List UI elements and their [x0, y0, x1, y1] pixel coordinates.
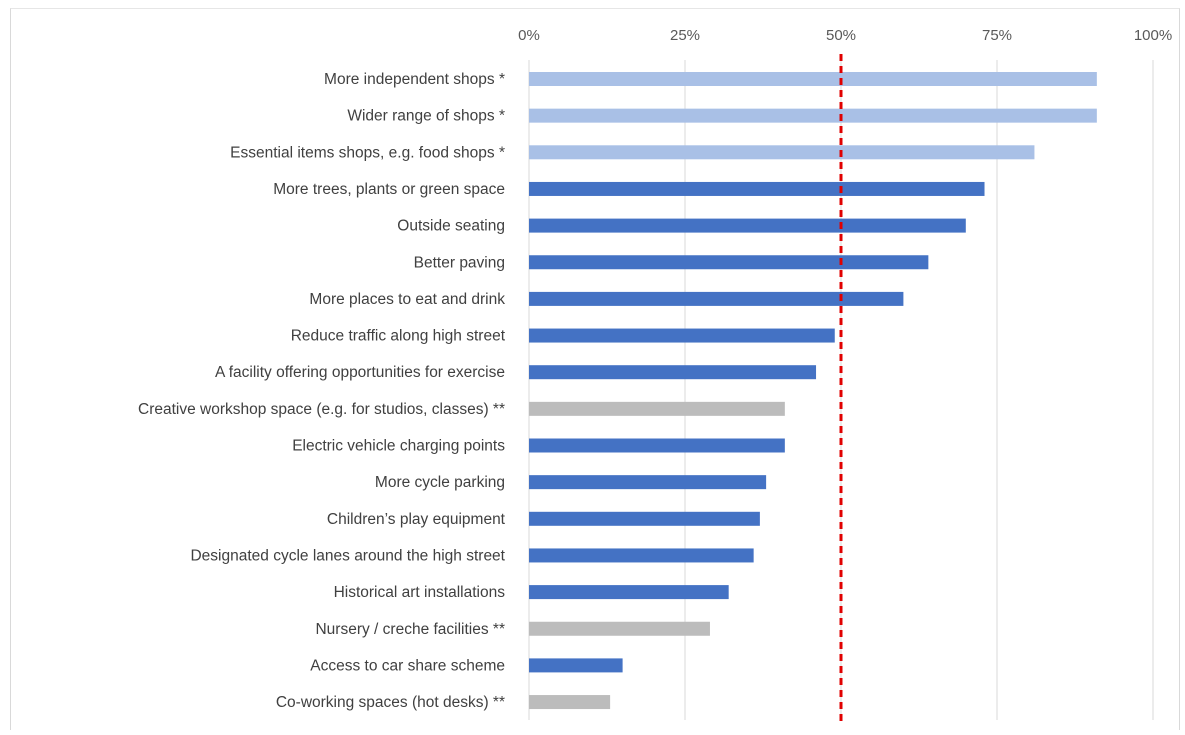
bar — [529, 255, 929, 270]
category-label: More cycle parking — [375, 474, 505, 491]
category-labels: More independent shops * Wider range of s… — [138, 71, 506, 711]
category-label: More places to eat and drink — [309, 291, 505, 308]
category-label: Creative workshop space (e.g. for studio… — [138, 401, 505, 418]
category-label: Historical art installations — [334, 584, 506, 601]
bars — [529, 72, 1097, 710]
category-label: Designated cycle lanes around the high s… — [190, 547, 505, 564]
bar — [529, 291, 904, 306]
category-label: Essential items shops, e.g. food shops * — [230, 144, 505, 161]
bar — [529, 145, 1035, 160]
category-label: Co-working spaces (hot desks) ** — [276, 694, 505, 711]
bar — [529, 218, 966, 233]
bar — [529, 72, 1097, 86]
category-label: Access to car share scheme — [310, 657, 505, 674]
x-axis-ticks: 0% 25% 50% 75% 100% — [518, 27, 1172, 44]
category-label: Electric vehicle charging points — [292, 438, 505, 455]
bar — [529, 511, 760, 526]
bar — [529, 695, 611, 710]
bar — [529, 658, 623, 673]
category-label: Outside seating — [397, 218, 505, 235]
bar — [529, 548, 754, 563]
category-label: Better paving — [414, 254, 505, 271]
category-label: Nursery / creche facilities ** — [315, 621, 505, 638]
x-tick-label: 0% — [518, 27, 540, 44]
category-label: More trees, plants or green space — [273, 181, 505, 198]
x-tick-label: 100% — [1134, 27, 1172, 44]
category-label: More independent shops * — [324, 71, 505, 88]
x-tick-label: 50% — [826, 27, 856, 44]
bar — [529, 108, 1097, 123]
bar — [529, 438, 785, 453]
x-tick-label: 25% — [670, 27, 700, 44]
category-label: Wider range of shops * — [347, 108, 505, 125]
category-label: Reduce traffic along high street — [291, 328, 506, 345]
bar — [529, 365, 817, 380]
bar — [529, 585, 729, 600]
chart-frame — [10, 8, 1180, 730]
bar — [529, 621, 710, 636]
category-label: Children’s play equipment — [327, 511, 506, 528]
bar — [529, 475, 767, 490]
bar — [529, 181, 985, 196]
x-tick-label: 75% — [982, 27, 1012, 44]
category-label: A facility offering opportunities for ex… — [215, 364, 505, 381]
bar — [529, 401, 785, 416]
bar — [529, 328, 835, 343]
